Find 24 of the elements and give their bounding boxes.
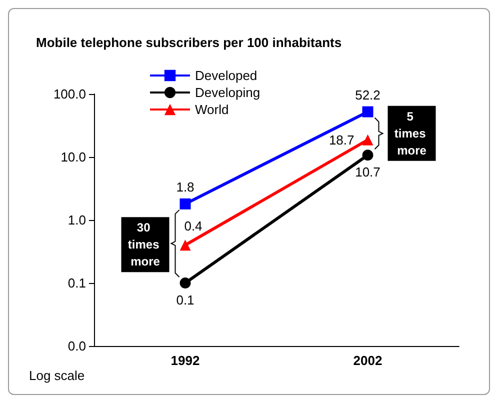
text: Log scale <box>29 368 85 383</box>
data-label: 10.7 <box>355 164 380 180</box>
legend-label: Developed <box>195 68 258 83</box>
annotation: 5 times more <box>394 109 430 158</box>
point <box>180 198 191 210</box>
data-label: 18.7 <box>328 132 354 148</box>
y-tick-label: 100.0 <box>53 86 86 102</box>
x-tick-label: 1992 <box>170 353 200 368</box>
annotation: 30 times more <box>128 220 163 269</box>
y-tick-label: 0.1 <box>68 276 86 290</box>
legend-label: World <box>195 102 229 117</box>
y-tick-label: 10.0 <box>60 150 86 164</box>
data-label: 0.1 <box>176 292 194 308</box>
point <box>362 106 374 118</box>
y-tick-label: 0.0 <box>68 338 86 354</box>
data-label: 0.4 <box>184 218 202 234</box>
y-tick-label: 1.0 <box>68 212 86 228</box>
data-label: 1.8 <box>176 179 194 194</box>
data-label: 52.2 <box>355 87 380 102</box>
legend-label: Developing <box>195 85 260 100</box>
point <box>180 278 191 288</box>
point <box>362 150 374 161</box>
x-tick-label: 2002 <box>353 353 382 368</box>
chart-title: Mobile telephone subscribers per 100 inhabitants <box>36 35 342 50</box>
